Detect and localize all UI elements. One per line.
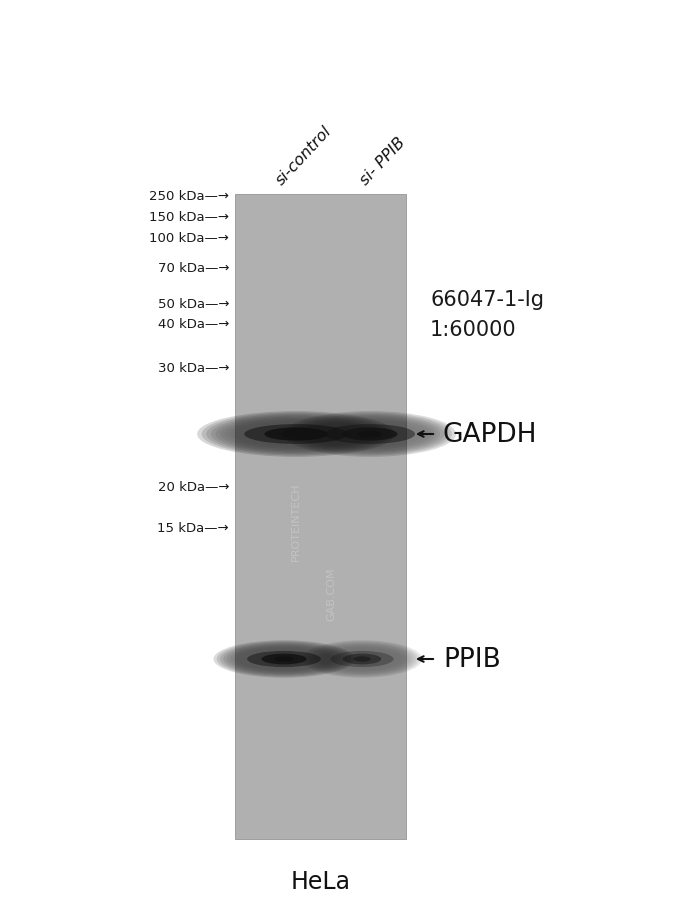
Ellipse shape xyxy=(197,411,395,457)
Text: PPIB: PPIB xyxy=(443,647,500,672)
Text: HeLa: HeLa xyxy=(291,869,350,893)
Ellipse shape xyxy=(357,431,382,437)
Text: GAB.COM: GAB.COM xyxy=(326,566,336,621)
Ellipse shape xyxy=(220,643,348,676)
Text: 70 kDa—→: 70 kDa—→ xyxy=(157,262,229,275)
Ellipse shape xyxy=(302,640,422,678)
Ellipse shape xyxy=(213,640,354,678)
Ellipse shape xyxy=(224,419,367,449)
Ellipse shape xyxy=(223,644,345,675)
Text: 40 kDa—→: 40 kDa—→ xyxy=(158,318,229,330)
Ellipse shape xyxy=(292,414,448,455)
Ellipse shape xyxy=(288,413,452,456)
Ellipse shape xyxy=(304,419,436,451)
Ellipse shape xyxy=(282,431,310,437)
Ellipse shape xyxy=(331,651,394,667)
Text: 30 kDa—→: 30 kDa—→ xyxy=(157,362,229,375)
Ellipse shape xyxy=(211,416,381,454)
Text: GAPDH: GAPDH xyxy=(443,421,538,447)
Ellipse shape xyxy=(226,645,341,674)
Text: 150 kDa—→: 150 kDa—→ xyxy=(149,211,229,225)
Ellipse shape xyxy=(343,654,381,665)
Ellipse shape xyxy=(215,417,377,452)
Text: si-control: si-control xyxy=(273,124,335,188)
Ellipse shape xyxy=(220,419,372,451)
Ellipse shape xyxy=(305,641,419,676)
Ellipse shape xyxy=(325,425,415,445)
Ellipse shape xyxy=(353,657,370,662)
Ellipse shape xyxy=(202,413,390,456)
Ellipse shape xyxy=(284,411,456,457)
Ellipse shape xyxy=(296,416,444,454)
Text: 50 kDa—→: 50 kDa—→ xyxy=(157,297,229,310)
Text: 250 kDa—→: 250 kDa—→ xyxy=(149,190,229,203)
Ellipse shape xyxy=(244,425,347,445)
Bar xyxy=(235,195,406,839)
Ellipse shape xyxy=(300,417,440,452)
Text: PROTEINTECH: PROTEINTECH xyxy=(291,483,301,560)
Ellipse shape xyxy=(310,644,414,675)
Text: 66047-1-Ig
1:60000: 66047-1-Ig 1:60000 xyxy=(430,290,544,339)
Ellipse shape xyxy=(206,414,386,455)
Text: 15 kDa—→: 15 kDa—→ xyxy=(157,521,229,534)
Ellipse shape xyxy=(217,641,351,676)
Ellipse shape xyxy=(274,657,294,662)
Text: 20 kDa—→: 20 kDa—→ xyxy=(157,481,229,494)
Ellipse shape xyxy=(308,643,417,676)
Ellipse shape xyxy=(343,428,398,441)
Ellipse shape xyxy=(264,428,328,441)
Ellipse shape xyxy=(247,651,321,667)
Ellipse shape xyxy=(230,646,338,673)
Ellipse shape xyxy=(261,654,307,665)
Text: si- PPIB: si- PPIB xyxy=(357,134,408,188)
Text: 100 kDa—→: 100 kDa—→ xyxy=(149,232,229,245)
